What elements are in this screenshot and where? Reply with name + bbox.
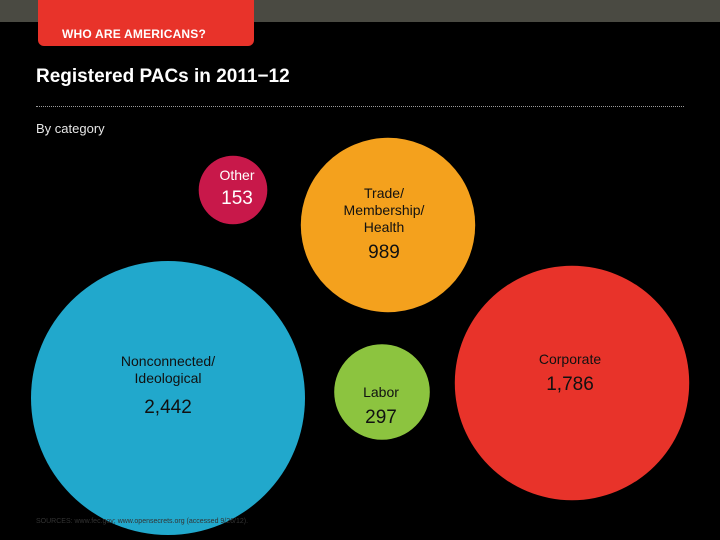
bubble-trade-membership-health	[300, 137, 476, 313]
label-labor: Labor 297	[363, 384, 399, 429]
label-nonconnected-ideological: Nonconnected/ Ideological 2,442	[103, 353, 233, 419]
chart-subtitle: By category	[36, 121, 105, 136]
value-label: 2,442	[144, 397, 192, 418]
bubble-nonconnected-ideological	[31, 261, 305, 535]
value-label: 989	[368, 242, 400, 263]
label-trade-membership-health: Trade/ Membership/ Health 989	[324, 185, 444, 264]
title-divider	[36, 106, 684, 107]
label-other: Other 153	[219, 167, 254, 210]
section-tab: WHO ARE AMERICANS?	[38, 0, 254, 46]
label-corporate: Corporate 1,786	[539, 351, 601, 396]
bubble-other	[198, 155, 268, 225]
page-title: Registered PACs in 2011−12	[36, 66, 290, 87]
category-label: Other	[219, 167, 255, 183]
bubble-corporate	[454, 265, 690, 501]
category-label: Nonconnected/ Ideological	[120, 353, 216, 386]
value-label: 153	[221, 188, 253, 209]
value-label: 297	[365, 407, 397, 428]
section-tab-label: WHO ARE AMERICANS?	[62, 27, 207, 41]
source-note: SOURCES: www.fec.gov; www.opensecrets.or…	[36, 518, 249, 525]
category-label: Labor	[363, 384, 399, 400]
category-label: Corporate	[538, 351, 602, 367]
value-label: 1,786	[546, 374, 594, 395]
category-label: Trade/ Membership/ Health	[343, 185, 425, 235]
bubble-labor	[334, 344, 430, 440]
